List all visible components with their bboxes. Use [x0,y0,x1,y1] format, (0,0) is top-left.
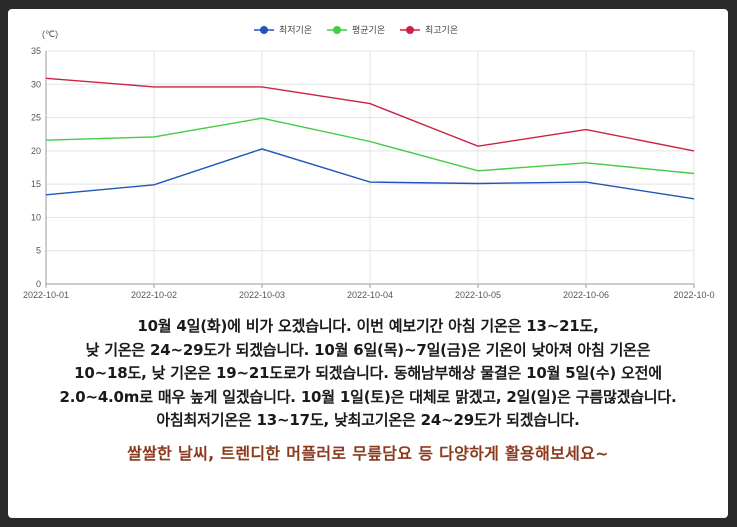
weather-panel: 0 5 10 15 20 25 30 35 2022-10-01 2022-10-02 2022-1… [8,9,728,518]
x-tick-label: 2022-10-02 [131,290,177,300]
x-tick-label: 2022-10-06 [563,290,609,300]
legend-label: 최고기온 [425,25,458,36]
x-tick-label: 2022-10-04 [347,290,393,300]
series-line [45,77,695,152]
forecast-line-2: 낮 기온은 24~29도가 되겠습니다. 10월 6일(목)~7일(금)은 기온… [85,340,651,359]
y-unit-label: (℃) [42,29,58,39]
y-tick-label: 5 [36,246,41,256]
forecast-text: 10월 4일(화)에 비가 오겠습니다. 이번 예보기간 아침 기온은 13~2… [8,315,728,465]
y-tick-label: 10 [31,212,41,222]
forecast-line-3: 10~18도, 낮 기온은 19~21도로가 되겠습니다. 동해남부해상 물결은… [74,364,662,382]
chart-svg: 0 5 10 15 20 25 30 35 2022-10-01 2022-10-02 2022-1… [23,25,715,300]
x-tick-label: 2022-10-03 [239,290,285,300]
x-tick-label: 2022-10-01 [23,290,69,300]
y-tick-label: 20 [31,146,41,156]
legend-label: 평균기온 [352,25,385,36]
forecast-line-4: 2.0~4.0m로 매우 높게 일겠습니다. 10월 1일(토)은 대체로 맑겠… [59,387,677,406]
legend-swatch-dot [406,26,414,34]
series-line [45,148,695,200]
y-tick-label: 35 [31,46,41,56]
x-tick-label: 2022-10-0 [673,290,714,300]
forecast-line-1: 10월 4일(화)에 비가 오겠습니다. 이번 예보기간 아침 기온은 13~2… [137,317,599,335]
forecast-line-5: 아침최저기온은 13~17도, 낮최고기온은 24~29도가 되겠습니다. [156,411,580,429]
legend-swatch-dot [260,26,268,34]
x-tick-label: 2022-10-05 [455,290,501,300]
promo-line: 쌀쌀한 날씨, 트렌디한 머플러로 무릎담요 등 다양하게 활용해보세요~ [127,443,609,463]
y-tick-label: 30 [31,79,41,89]
y-tick-label: 0 [36,279,41,289]
series-line [45,117,695,175]
legend-swatch-dot [333,26,341,34]
temperature-chart: 0 5 10 15 20 25 30 35 2022-10-01 2022-10-02 2022-1… [8,9,728,309]
legend-label: 최저기온 [279,25,312,36]
y-tick-label: 15 [31,179,41,189]
y-tick-label: 25 [31,113,41,123]
